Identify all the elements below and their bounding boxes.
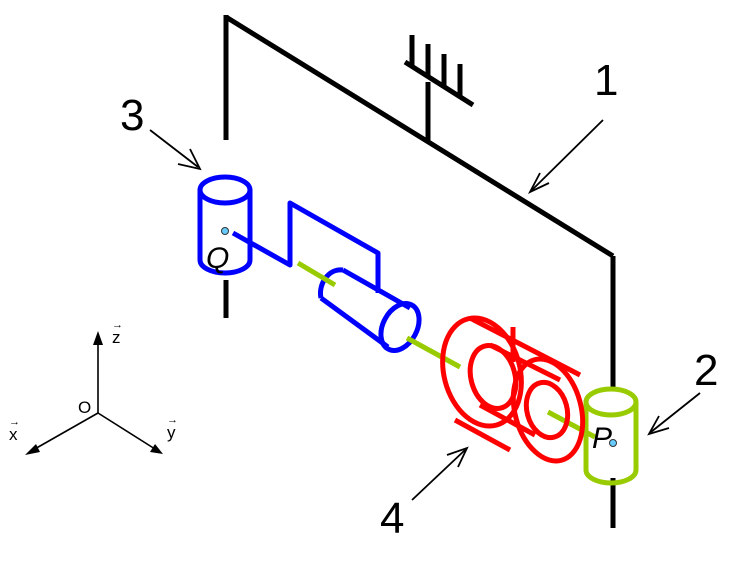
frame-top-beam [224,14,615,259]
cylinder-q [197,174,253,276]
red-inner-back [523,379,571,441]
green-shaft [296,260,597,440]
crank-arm [231,200,381,293]
axis-x-label: x [9,425,18,444]
coordinate-axes [25,331,163,455]
axis-z-label: z [112,328,121,347]
axis-z-vector-mark: → [112,319,123,331]
ground-hatch-icon [403,35,475,108]
red-outer-back [510,356,586,464]
part-2-cylinder-p [583,386,639,486]
label-point-p: P [592,422,612,455]
axis-x-vector-mark: → [9,416,20,428]
callout-4: 4 [380,494,404,543]
axis-y-vector-mark: → [167,414,178,426]
callout-2: 2 [694,346,718,395]
cylinder-blue [317,267,422,353]
callout-3: 3 [120,91,144,140]
callout-arrows [149,119,701,501]
label-point-q: Q [206,242,229,275]
point-q-dot [221,227,229,235]
part-3 [197,174,422,353]
axis-y-label: y [167,423,176,442]
frame-link-1 [223,14,616,528]
axis-origin-label: O [78,398,91,417]
point-p-dot [609,439,617,447]
part-4 [440,315,586,464]
red-inner-front [467,343,519,411]
red-outer-front [440,315,524,429]
callout-1: 1 [594,56,618,105]
